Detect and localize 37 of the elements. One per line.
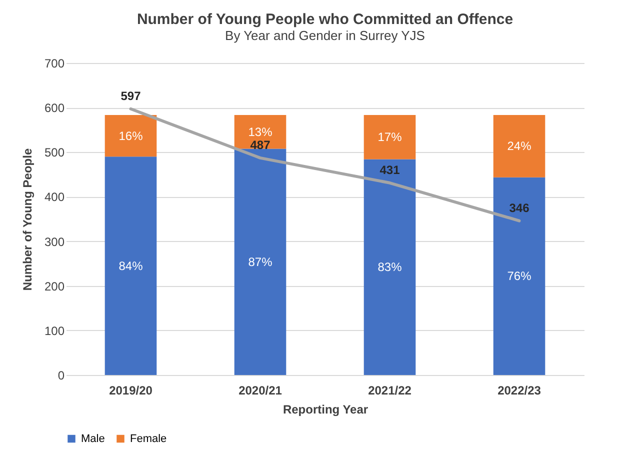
data-label: 13% — [248, 124, 273, 139]
bar — [493, 115, 546, 178]
bar — [104, 115, 157, 157]
data-label: 83% — [378, 260, 402, 274]
legend-label: Male — [81, 432, 105, 445]
data-label: 431 — [380, 162, 400, 177]
data-label: 17% — [378, 130, 402, 144]
data-label: 87% — [248, 254, 273, 269]
y-tick-label: 0 — [58, 368, 65, 382]
y-tick-label: 700 — [44, 56, 65, 70]
y-tick-label: 300 — [44, 234, 65, 249]
x-axis-title: Reporting Year — [282, 402, 368, 416]
data-label: 597 — [120, 88, 142, 103]
chart-subtitle: By Year and Gender in Surrey YJS — [225, 28, 426, 43]
chart-title: Number of Young People who Committed an Offence — [136, 11, 514, 28]
data-label: 76% — [507, 269, 532, 284]
bar — [364, 159, 416, 375]
y-tick-label: 500 — [44, 146, 65, 160]
x-tick-label: 2020/21 — [238, 384, 282, 398]
bar — [104, 156, 157, 375]
data-label: 84% — [118, 258, 144, 273]
x-tick-label: 2019/20 — [109, 384, 153, 398]
bar — [364, 115, 416, 160]
y-tick-label: 200 — [44, 279, 65, 294]
y-tick-label: 100 — [44, 324, 65, 338]
data-label: 16% — [118, 128, 144, 143]
data-label: 346 — [509, 200, 530, 215]
y-tick-label: 600 — [44, 101, 65, 116]
x-tick-label: 2021/22 — [368, 384, 412, 398]
data-label: 487 — [250, 138, 271, 152]
legend-label: Female — [130, 432, 167, 445]
y-axis-title: Number of Young People — [20, 148, 34, 291]
data-label: 24% — [507, 139, 532, 154]
bar — [493, 177, 546, 375]
x-tick-label: 2022/23 — [498, 384, 542, 398]
y-tick-label: 400 — [44, 190, 65, 204]
bar — [234, 148, 286, 375]
